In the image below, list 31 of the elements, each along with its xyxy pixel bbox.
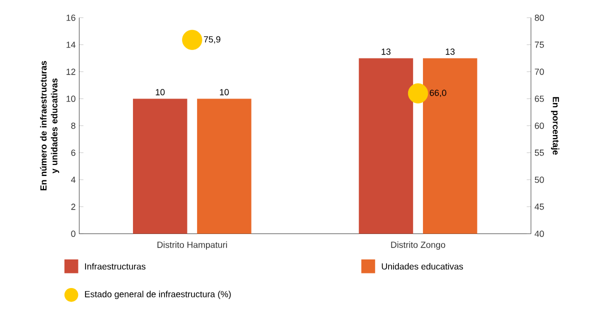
y-tick-label: 4 (71, 176, 76, 183)
y2-tick-label: 60 (534, 122, 544, 130)
data-label: 13 (382, 48, 390, 55)
y-tick-label: 0 (71, 230, 76, 238)
y-axis-title: En número de infraestructuras y unidades educativas (40, 61, 60, 190)
x-tick-label: Distrito Zongo (391, 242, 446, 250)
y-tick-label: 8 (71, 122, 76, 130)
y2-axis-title: En porcentaje (551, 97, 560, 155)
y2-tick-label: 75 (534, 42, 544, 48)
y-tick-label: 10 (66, 96, 76, 102)
data-label: 66,0 (430, 90, 446, 98)
y2-tick-label: 50 (534, 176, 544, 184)
y-tick-label: 2 (71, 204, 76, 210)
data-label: 75,9 (204, 36, 220, 44)
y2-tick-label: 80 (534, 14, 544, 22)
y2-tick-label: 45 (534, 204, 544, 210)
data-label: 10 (156, 89, 165, 96)
x-tick-label: Distrito Hampaturi (157, 242, 227, 250)
y2-tick-label: 65 (534, 96, 544, 102)
y-tick-label: 6 (71, 150, 76, 156)
y2-tick-label: 55 (534, 150, 544, 156)
y-tick-label: 12 (66, 68, 76, 76)
y2-tick-label: 70 (534, 68, 544, 76)
data-label: 10 (220, 89, 229, 96)
legend-label: Infraestructuras (85, 263, 146, 270)
legend-label: Estado general de infraestructura (%) (85, 290, 231, 300)
data-label: 13 (446, 48, 455, 55)
y-tick-label: 16 (66, 14, 76, 22)
y-tick-label: 14 (66, 42, 76, 48)
y2-tick-label: 40 (534, 230, 544, 238)
legend-label: Unidades educativas (382, 263, 463, 270)
